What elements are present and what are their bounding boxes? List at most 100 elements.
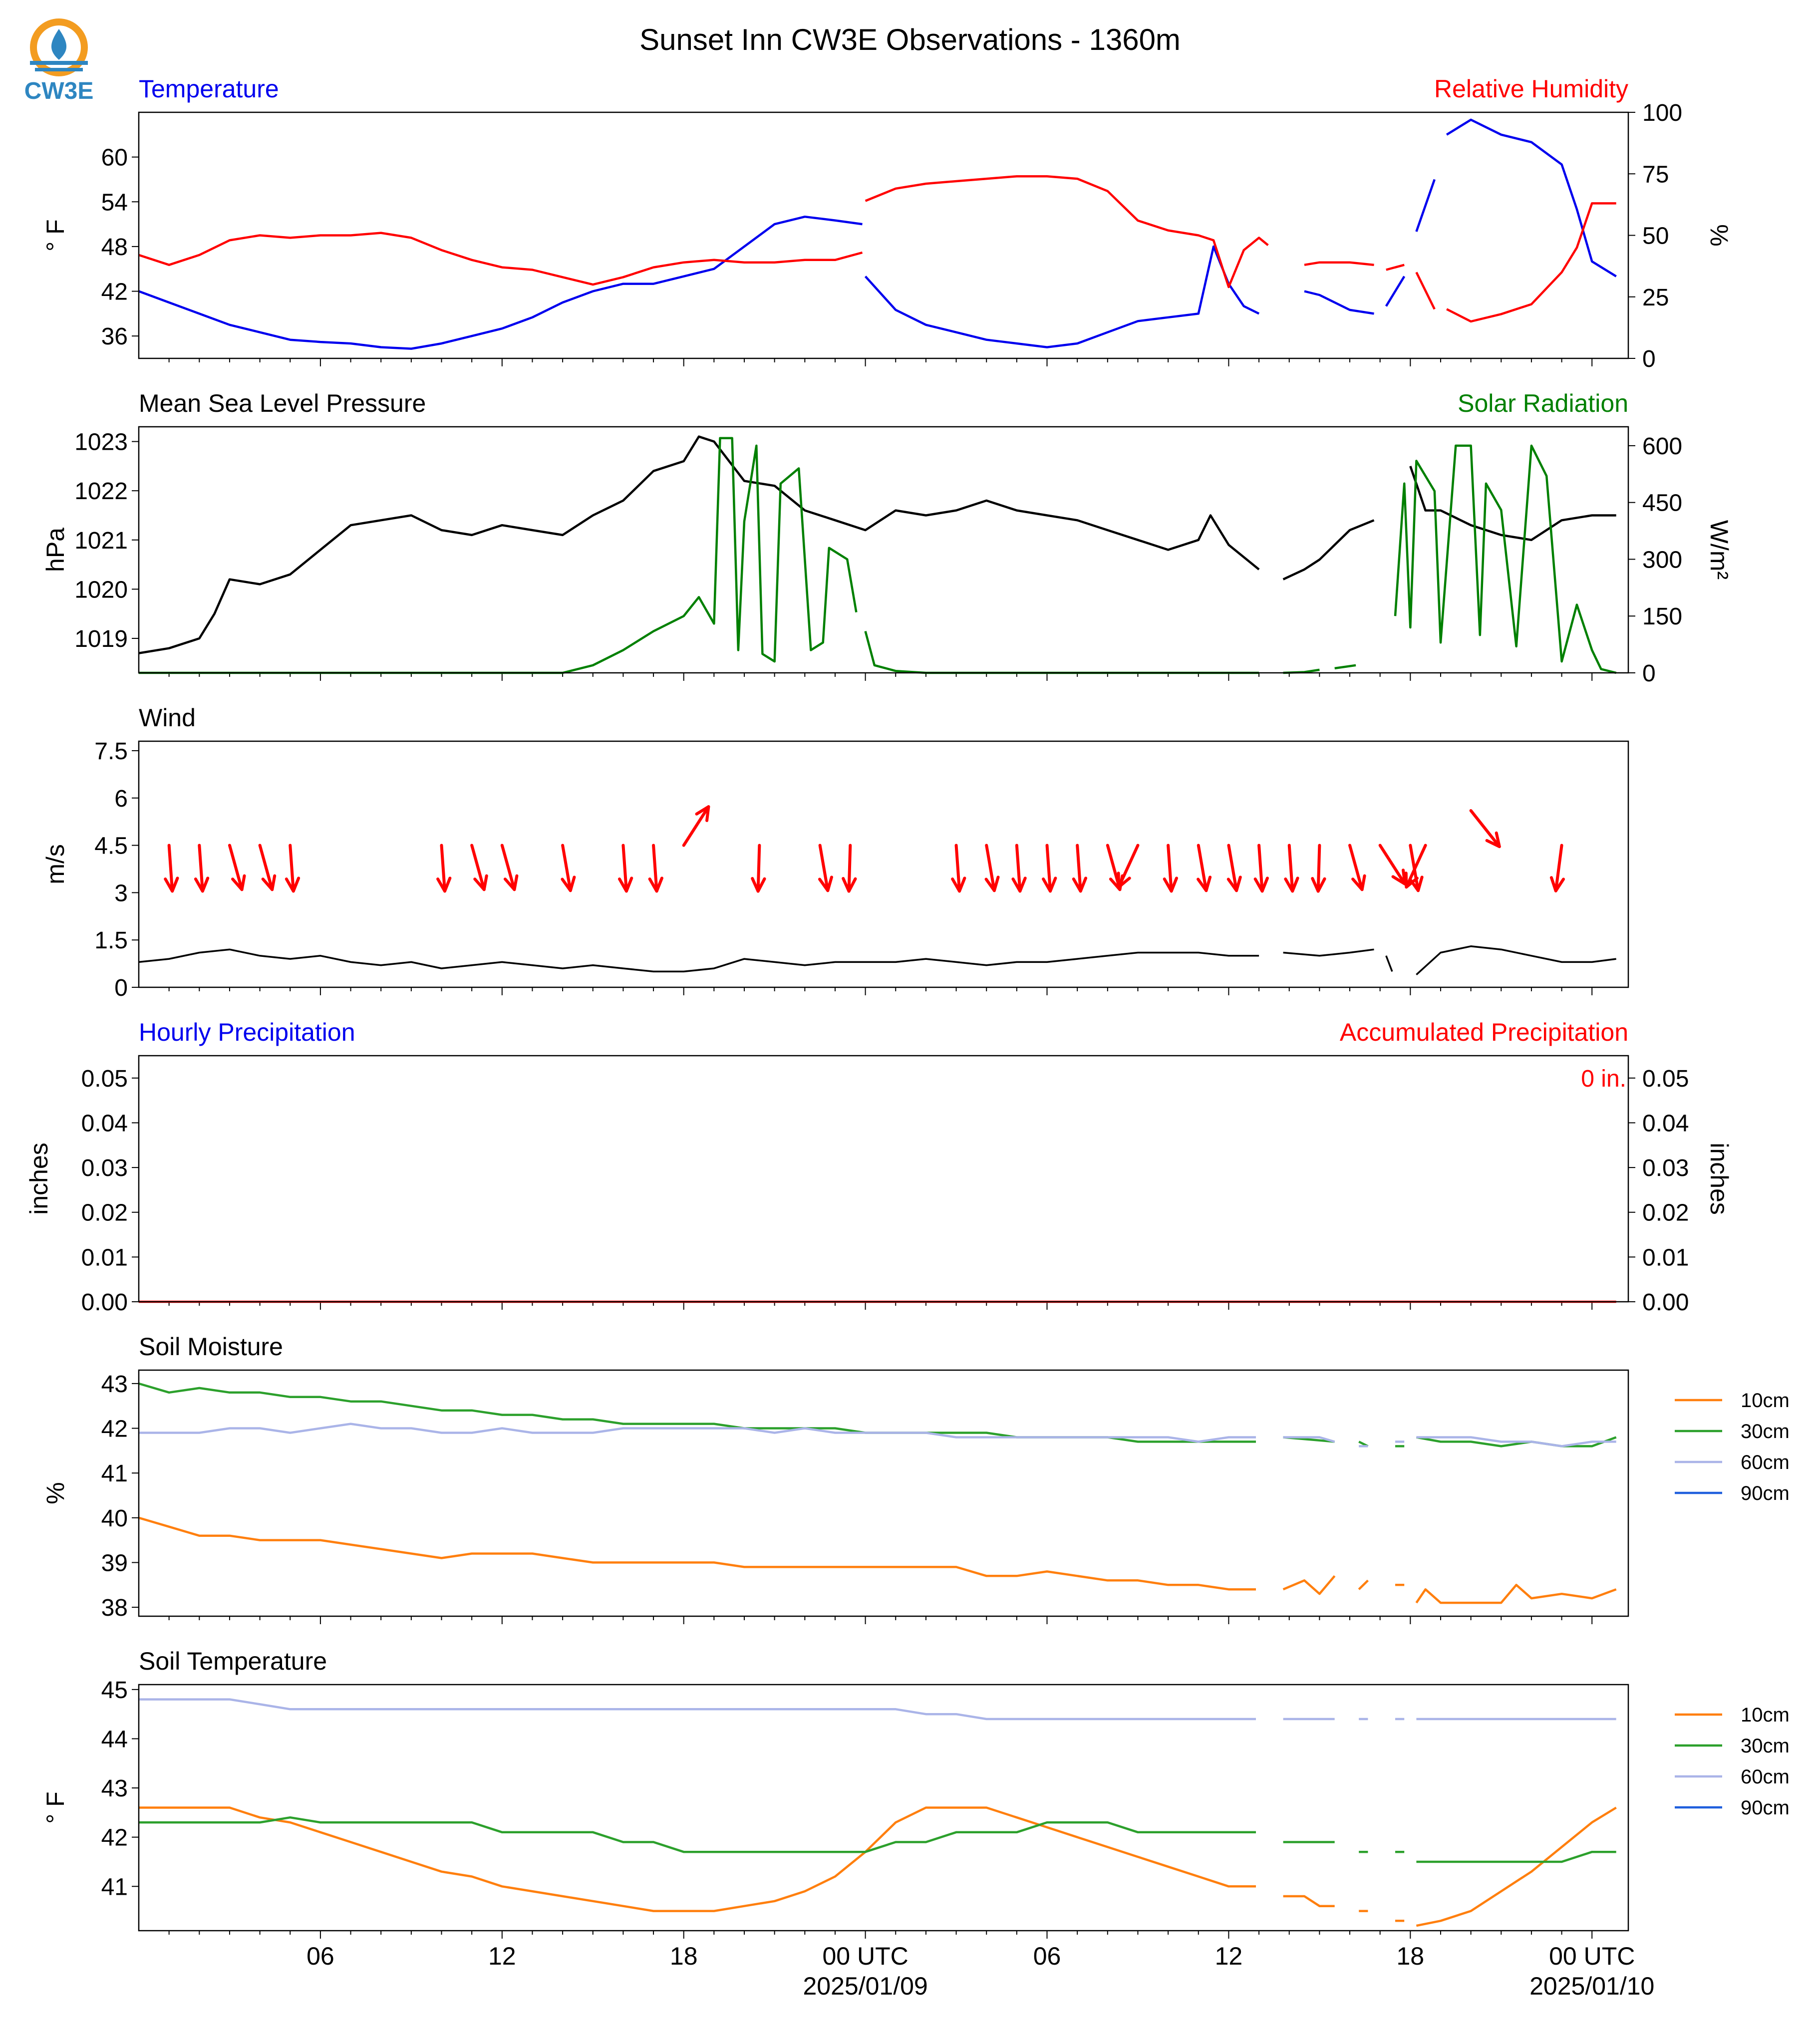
y-tick-label: 0.01 xyxy=(81,1244,128,1271)
wind-arrow-icon xyxy=(1351,874,1366,891)
y-axis-label: % xyxy=(41,1482,69,1504)
figure-title: Sunset Inn CW3E Observations - 1360m xyxy=(639,23,1181,56)
y-tick-label: 44 xyxy=(101,1726,128,1752)
panel-title-right: Solar Radiation xyxy=(1458,389,1628,417)
y-axis-label: m/s xyxy=(41,844,69,884)
series-line-10cm xyxy=(138,1516,1617,1604)
y-tick-label: 43 xyxy=(101,1371,128,1398)
plot-area xyxy=(138,111,1629,359)
panel-soil_moisture: Soil Moisture 38 39 40 41 42 43% 10cm 30cm 60cm 90… xyxy=(41,1333,1790,1624)
wind-arrow-icon xyxy=(842,876,857,893)
y-axis-label: inches xyxy=(25,1143,53,1215)
wind-arrow-icon xyxy=(1404,871,1419,889)
legend: 10cm 30cm 60cm 90cm xyxy=(1675,1704,1790,1819)
x-tick-date: 2025/01/10 xyxy=(1529,1972,1654,2000)
wind-arrow-shaft xyxy=(621,844,628,893)
x-tick-label: 12 xyxy=(1215,1942,1243,1970)
wind-arrow-shaft xyxy=(1117,844,1140,889)
series-line-black xyxy=(138,945,1616,975)
y-tick-label-right: 450 xyxy=(1642,490,1682,517)
legend-label-90cm: 90cm xyxy=(1741,1797,1790,1819)
y-tick-label: 41 xyxy=(101,1460,128,1487)
wind-arrow-icon xyxy=(617,876,633,893)
wind-arrow-icon xyxy=(648,876,663,893)
panel-title-right: Accumulated Precipitation xyxy=(1340,1018,1628,1046)
y-tick-label: 7.5 xyxy=(94,738,128,765)
y-tick-label: 42 xyxy=(101,1825,128,1851)
wind-arrow-icon xyxy=(1197,875,1212,892)
panel-temp_rh: Temperature Relative Humidity 36 42 48 54 60 ° … xyxy=(41,75,1733,372)
wind-arrow-icon xyxy=(436,876,452,893)
y-tick-label-right: 25 xyxy=(1642,285,1669,311)
y-tick-label: 4.5 xyxy=(94,833,128,860)
wind-arrow-shaft xyxy=(1469,809,1501,849)
wind-arrow-icon xyxy=(1163,876,1178,893)
wind-arrow-icon xyxy=(984,875,1000,892)
panel-pressure_solar: Mean Sea Level Pressure Solar Radiation 10… xyxy=(41,389,1733,687)
series-line-60cm xyxy=(139,1423,1616,1448)
x-tick-label: 00 UTC xyxy=(822,1942,908,1970)
wind-arrow-icon xyxy=(1072,876,1088,893)
y-tick-label: 40 xyxy=(101,1505,128,1532)
wind-arrow-icon xyxy=(1253,876,1269,893)
wind-arrow-icon xyxy=(1226,875,1242,892)
y-tick-label-right: 0 xyxy=(1642,660,1656,687)
legend-label-60cm: 60cm xyxy=(1741,1766,1790,1788)
y-tick-label: 1021 xyxy=(74,528,128,554)
wind-arrow-icon xyxy=(695,805,710,822)
wind-arrow-shaft xyxy=(167,844,174,893)
wind-arrow-icon xyxy=(1042,876,1057,893)
wind-arrow-shaft xyxy=(228,844,244,891)
y-tick-label: 0.00 xyxy=(81,1289,128,1316)
wind-arrow-icon xyxy=(231,874,246,891)
x-tick-label: 06 xyxy=(1033,1942,1061,1970)
wind-arrow-shaft xyxy=(1076,844,1082,893)
x-tick-label: 18 xyxy=(670,1942,698,1970)
x-tick-label: 00 UTC xyxy=(1549,1942,1635,1970)
wind-arrow-shaft xyxy=(756,844,761,893)
x-tick-date: 2025/01/09 xyxy=(803,1972,927,2000)
wind-arrow-shaft xyxy=(1405,844,1427,889)
y-tick-label-right: 0.01 xyxy=(1642,1244,1689,1271)
legend-label-90cm: 90cm xyxy=(1741,1482,1790,1504)
wind-arrow-shaft xyxy=(847,844,852,893)
wind-arrow-shaft xyxy=(198,844,204,893)
plot-area xyxy=(138,1369,1629,1617)
legend-label-10cm: 10cm xyxy=(1741,1390,1790,1412)
wind-arrow-icon xyxy=(1117,871,1131,889)
series-line-red xyxy=(138,175,1616,323)
x-tick-label: 06 xyxy=(306,1942,334,1970)
panel-title-left: Mean Sea Level Pressure xyxy=(139,389,426,417)
y-tick-label: 1019 xyxy=(74,626,128,652)
y-axis-label: ° F xyxy=(41,1791,69,1823)
y-tick-label: 0 xyxy=(114,975,128,1001)
y-tick-label-right: 0.02 xyxy=(1642,1200,1689,1226)
water-drop-icon xyxy=(51,29,67,60)
wind-arrow-shaft xyxy=(954,844,961,893)
y-tick-label: 45 xyxy=(101,1677,128,1704)
cw3e-logo: CW3E xyxy=(24,18,94,104)
wind-arrow-icon xyxy=(194,876,210,893)
y-tick-label: 60 xyxy=(101,145,128,171)
wind-arrow-icon xyxy=(951,876,966,893)
y-tick-label: 1022 xyxy=(74,478,128,505)
panel-soil_temperature: Soil Temperature 41 42 43 44 45 ° F 10cm 30cm 60c… xyxy=(41,1647,1790,1939)
wind-arrow-shaft xyxy=(1227,844,1238,892)
wind-arrow-icon xyxy=(473,874,488,891)
legend: 10cm 30cm 60cm 90cm xyxy=(1675,1390,1790,1504)
y-tick-label: 41 xyxy=(101,1874,128,1900)
panel-precip: Hourly Precipitation Accumulated Precipit… xyxy=(25,1018,1733,1316)
wind-arrow-shaft xyxy=(1378,844,1407,885)
wind-arrow-shaft xyxy=(818,844,830,892)
legend-label-60cm: 60cm xyxy=(1741,1451,1790,1473)
y-tick-label: 1.5 xyxy=(94,927,128,954)
logo-text: CW3E xyxy=(24,78,94,104)
wind-arrow-shaft xyxy=(1554,844,1563,892)
wind-arrow-shaft xyxy=(1287,844,1294,893)
y-axis-label: ° F xyxy=(41,219,69,251)
series-line-black xyxy=(138,435,1616,654)
wind-arrow-shaft xyxy=(682,805,710,847)
x-tick-label: 18 xyxy=(1397,1942,1425,1970)
y-tick-label-right: 0.04 xyxy=(1642,1110,1689,1137)
